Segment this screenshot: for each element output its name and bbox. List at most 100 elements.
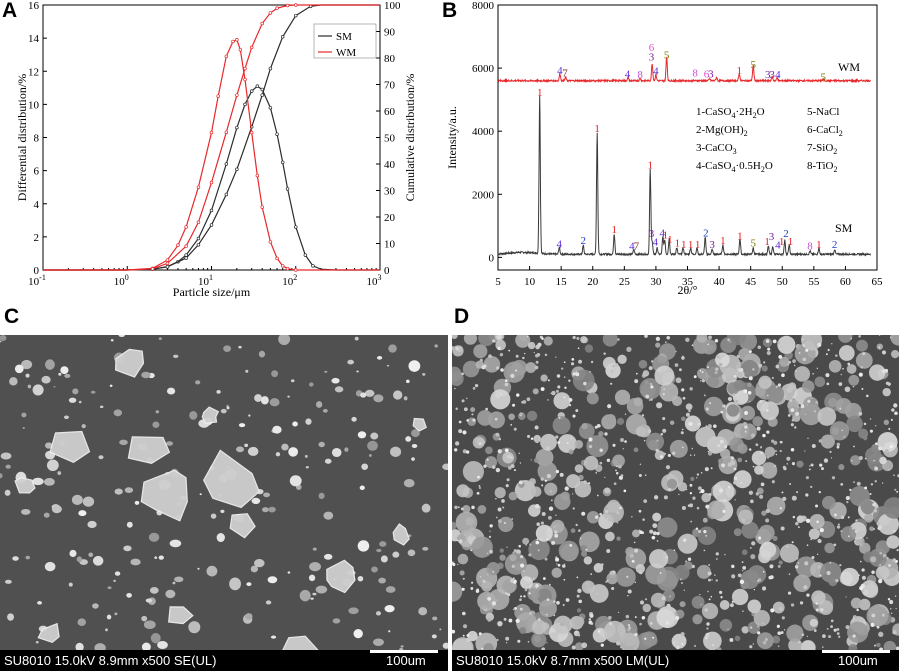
sem-grain (724, 553, 726, 556)
sem-particle (292, 421, 298, 427)
series-point (249, 45, 254, 50)
sem-grain (627, 623, 631, 627)
sem-grain (760, 451, 764, 455)
sem-grain (831, 476, 836, 480)
sem-grain (819, 574, 822, 577)
sem-grain (742, 565, 747, 570)
sem-particle (254, 394, 263, 402)
peak-label-sm: 1 (667, 234, 673, 246)
sem-grain (813, 629, 817, 632)
sem-grain (510, 456, 513, 459)
sem-grain (845, 625, 850, 630)
sem-grain (790, 423, 794, 427)
x-axis-label: 2θ/° (678, 283, 698, 297)
sem-grain (519, 607, 523, 611)
sem-grain (495, 599, 498, 602)
sem-particle (106, 614, 112, 620)
sem-grain (799, 601, 804, 605)
sem-grain (487, 596, 492, 601)
sem-grain (828, 635, 832, 639)
peak-label-sm: 2 (832, 239, 838, 251)
sem-grain (563, 361, 566, 364)
sem-grain (477, 475, 480, 479)
sem-agglomerate (828, 359, 842, 373)
sem-agglomerate (574, 616, 585, 627)
sem-grain (730, 603, 734, 608)
sem-grain (735, 400, 738, 403)
sem-grain (546, 642, 548, 644)
sem-agglomerate (654, 365, 675, 386)
sem-image-wm: SU8010 15.0kV 8.7mm x500 LM(UL) 100um (452, 335, 899, 671)
sem-grain (887, 598, 891, 601)
sem-particle (384, 605, 395, 613)
sem-grain (705, 504, 710, 509)
y2-tick-label: 80 (384, 53, 396, 65)
sem-particle (188, 621, 201, 634)
sem-agglomerate (846, 415, 863, 433)
sem-grain (845, 496, 850, 501)
sem-particle (331, 377, 340, 384)
sem-grain (708, 598, 711, 601)
sem-grain (545, 613, 548, 616)
sem-crystal (127, 436, 171, 464)
sem-grain (558, 416, 561, 419)
x-tick-label: 45 (745, 276, 757, 288)
peak-label-sm: 1 (611, 224, 617, 236)
x-tick-label: 103 (367, 273, 382, 288)
sem-agglomerate (695, 426, 716, 447)
sem-grain (512, 577, 515, 580)
sem-grain (673, 640, 677, 644)
sem-agglomerate (883, 640, 897, 650)
sem-grain (536, 538, 539, 540)
sem-grain (771, 439, 775, 443)
sem-grain (755, 443, 759, 447)
sem-grain (575, 371, 578, 373)
sem-grain (789, 483, 792, 485)
sem-grain (575, 372, 580, 377)
sem-particle (216, 389, 221, 394)
sem-grain (860, 365, 864, 369)
sem-grain (566, 442, 569, 445)
sem-grain (506, 478, 510, 482)
sem-particle (357, 575, 364, 582)
sem-grain (506, 546, 508, 548)
sem-grain (510, 373, 515, 378)
sem-agglomerate (764, 446, 776, 458)
sem-agglomerate (527, 341, 536, 350)
sem-grain (890, 612, 893, 615)
sem-grain (731, 600, 734, 603)
series-point (294, 225, 298, 229)
sem-agglomerate (584, 344, 594, 353)
sem-particle (348, 607, 359, 615)
sem-particle (347, 359, 355, 365)
sem-particle (82, 496, 95, 507)
sem-grain (454, 641, 457, 644)
sem-agglomerate (702, 517, 708, 523)
sem-grain (701, 371, 704, 374)
sem-agglomerate (736, 370, 745, 379)
sem-agglomerate (741, 549, 748, 556)
sem-agglomerate (656, 402, 663, 409)
sem-agglomerate (675, 377, 682, 384)
sem-agglomerate (876, 343, 883, 350)
sem-agglomerate (638, 359, 648, 369)
sem-grain (703, 394, 706, 397)
peak-label-sm: 1 (816, 239, 822, 251)
scale-bar (370, 650, 438, 653)
sem-grain (704, 467, 709, 472)
sem-particle (109, 384, 113, 387)
series-point (196, 185, 201, 189)
sem-agglomerate (612, 454, 625, 468)
phase-legend-entry: 7-SiO2 (807, 142, 837, 156)
sem-particle (372, 638, 384, 646)
sem-grain (762, 622, 764, 625)
sem-particle (378, 577, 387, 584)
sem-grain (494, 417, 498, 421)
sem-grain (583, 381, 587, 386)
sem-grain (707, 451, 710, 453)
sem-grain (596, 494, 599, 497)
sem-particle (44, 477, 55, 486)
peak-label-sm: 4 (629, 240, 635, 252)
sem-grain (669, 595, 671, 598)
